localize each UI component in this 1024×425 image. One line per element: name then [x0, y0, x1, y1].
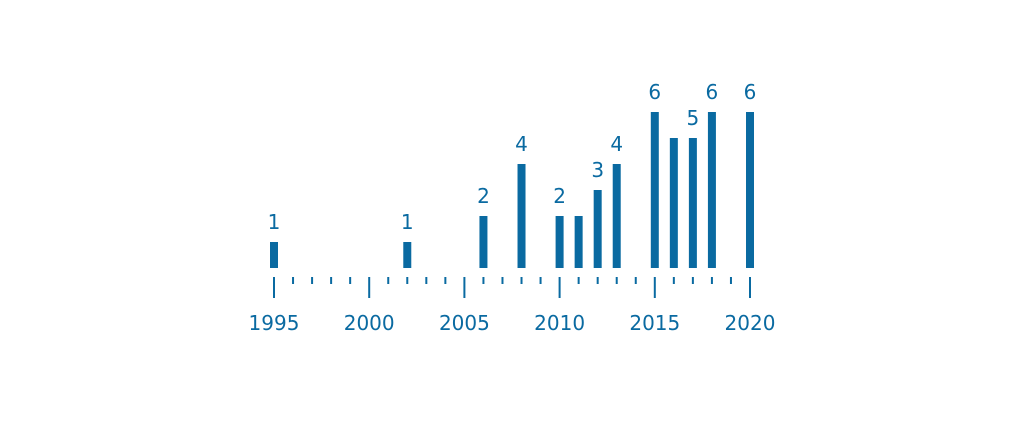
- bar: [270, 242, 278, 268]
- data-label: 4: [515, 132, 528, 156]
- bar: [479, 216, 488, 268]
- bar: [688, 138, 697, 268]
- bar: [746, 112, 754, 268]
- bar: [593, 190, 602, 268]
- bar: [707, 112, 716, 268]
- data-label: 3: [591, 158, 604, 182]
- tick-label: 1995: [249, 311, 300, 335]
- bar: [612, 164, 621, 268]
- data-label: 6: [648, 80, 661, 104]
- bar: [669, 138, 678, 268]
- bar: [555, 216, 564, 268]
- bar: [574, 216, 583, 268]
- bar: [517, 164, 526, 268]
- data-label: 5: [687, 106, 700, 130]
- tick-label: 2015: [629, 311, 680, 335]
- data-label: 6: [744, 80, 757, 104]
- data-label: 6: [706, 80, 719, 104]
- tick-label: 2005: [439, 311, 490, 335]
- tick-label: 2000: [344, 311, 395, 335]
- data-label: 4: [610, 132, 623, 156]
- tick-label: 2020: [725, 311, 776, 335]
- bar: [403, 242, 412, 268]
- data-label: 2: [553, 184, 566, 208]
- data-label: 2: [477, 184, 490, 208]
- tick-label: 2010: [534, 311, 585, 335]
- data-label: 1: [268, 210, 281, 234]
- bar: [650, 112, 659, 268]
- data-label: 1: [401, 210, 414, 234]
